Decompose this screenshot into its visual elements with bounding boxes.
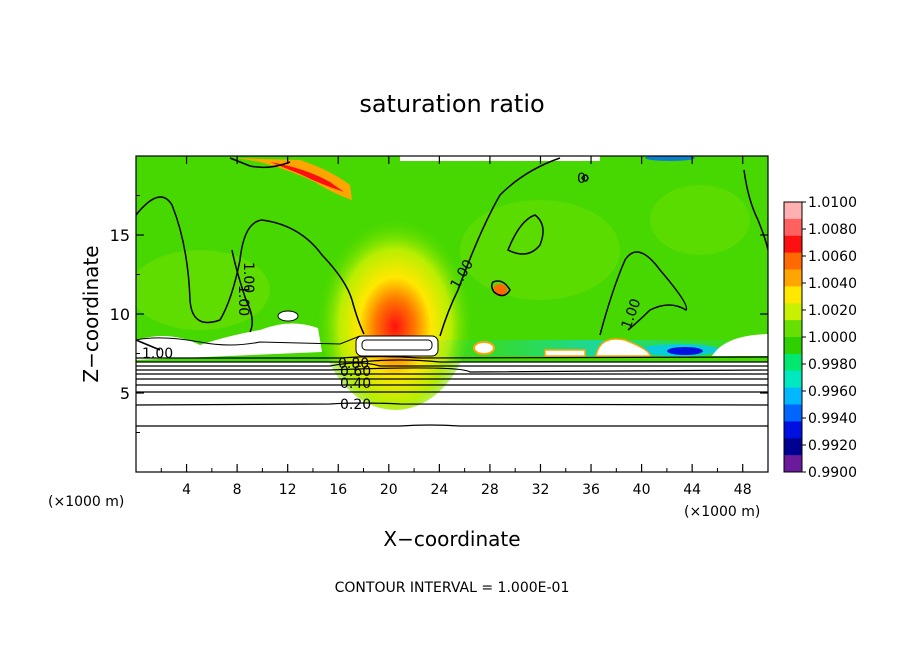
x-tick-label: 16 <box>329 482 347 498</box>
colorbar-swatch <box>784 353 802 372</box>
blue-spot-dark <box>667 347 703 355</box>
x-tick-label: 28 <box>481 482 499 498</box>
white-blob-2 <box>544 349 586 357</box>
x-tick-label: 44 <box>683 482 701 498</box>
colorbar-swatch <box>784 337 802 355</box>
x-tick-label: 4 <box>182 482 191 498</box>
y-axis-ticks: 5 10 15 <box>110 195 768 433</box>
colorbar-label: 1.0060 <box>808 249 857 265</box>
colorbar-swatch <box>784 404 802 422</box>
white-spot <box>277 310 299 322</box>
contour-label: 1.00 <box>240 262 256 293</box>
y-tick-label: 10 <box>110 305 130 324</box>
x-tick-label: 36 <box>582 482 600 498</box>
contour-label: 0.20 <box>340 397 371 413</box>
colorbar-label: 0.9980 <box>808 357 857 373</box>
x-unit-left: (×1000 m) <box>48 494 124 510</box>
colorbar-label: 0.9960 <box>808 384 857 400</box>
colorbar-label: 1.0100 <box>808 195 857 211</box>
y-tick-label: 15 <box>110 226 130 245</box>
top-white-strip <box>400 156 600 161</box>
upper-left-core <box>270 162 344 192</box>
colorbar-swatch <box>784 438 802 456</box>
contour-lines-upper <box>136 157 768 351</box>
x-unit-right: (×1000 m) <box>684 504 760 520</box>
colorbar-swatch <box>784 218 802 237</box>
white-box-inner <box>361 339 433 351</box>
colorbar-swatch <box>784 202 802 220</box>
colorbar-swatch <box>784 421 802 439</box>
colorbar <box>783 201 803 473</box>
colorbar-swatch <box>784 320 802 338</box>
field-patch <box>460 200 620 300</box>
chart-title: saturation ratio <box>359 90 544 118</box>
x-axis-ticks: 4 8 12 16 20 24 28 32 36 40 44 48 <box>160 156 752 498</box>
white-cloud-far-right <box>712 334 768 356</box>
field-lower <box>136 362 768 472</box>
contour-lines-lower <box>136 335 768 427</box>
white-box-center <box>355 335 439 357</box>
white-cloud-right <box>595 338 651 357</box>
y-axis-label: Z−coordinate <box>79 245 103 382</box>
colorbar-label: 1.0040 <box>808 276 857 292</box>
colorbar-swatch <box>784 387 802 405</box>
contour-label: 1.00 <box>142 346 173 362</box>
colorbar-swatch <box>784 235 802 254</box>
upper-left-feature <box>236 158 352 200</box>
colorbar-swatch <box>784 269 802 287</box>
heatmap-field <box>136 156 768 472</box>
colorbar-swatch <box>784 455 802 473</box>
contour-label: 0 <box>577 171 586 187</box>
colorbar-swatch <box>784 370 802 389</box>
x-tick-label: 32 <box>532 482 550 498</box>
contour-interval-note: CONTOUR INTERVAL = 1.000E-01 <box>335 580 570 596</box>
white-cloud-left <box>136 323 322 360</box>
plume-core <box>315 190 475 410</box>
contour-label: 0.80 <box>338 356 369 372</box>
x-tick-label: 12 <box>279 482 297 498</box>
x-tick-label: 20 <box>380 482 398 498</box>
x-tick-label: 48 <box>734 482 752 498</box>
field-patch <box>650 185 750 255</box>
colorbar-swatch <box>784 252 802 270</box>
colorbar-label: 1.0080 <box>808 222 857 238</box>
colorbar-label: 0.9940 <box>808 411 857 427</box>
colorbar-labels: 1.0100 1.0080 1.0060 1.0040 1.0020 1.0000 0.99… <box>802 195 857 481</box>
contour-label: 0.60 <box>340 364 371 380</box>
white-blob <box>473 341 495 355</box>
x-tick-label: 40 <box>633 482 651 498</box>
colorbar-label: 1.0000 <box>808 330 857 346</box>
colorbar-label: 0.9900 <box>808 465 857 481</box>
contour-label: 0.40 <box>340 376 371 392</box>
x-tick-label: 8 <box>233 482 242 498</box>
colorbar-swatch <box>784 303 802 321</box>
colorbar-swatch <box>784 286 802 304</box>
x-axis-label: X−coordinate <box>383 527 520 551</box>
y-tick-label: 5 <box>120 384 130 403</box>
contour-label: 1.00 <box>235 285 251 316</box>
x-tick-label: 24 <box>430 482 448 498</box>
colorbar-label: 0.9920 <box>808 438 857 454</box>
colorbar-label: 1.0020 <box>808 303 857 319</box>
blue-spot-top <box>645 156 695 161</box>
